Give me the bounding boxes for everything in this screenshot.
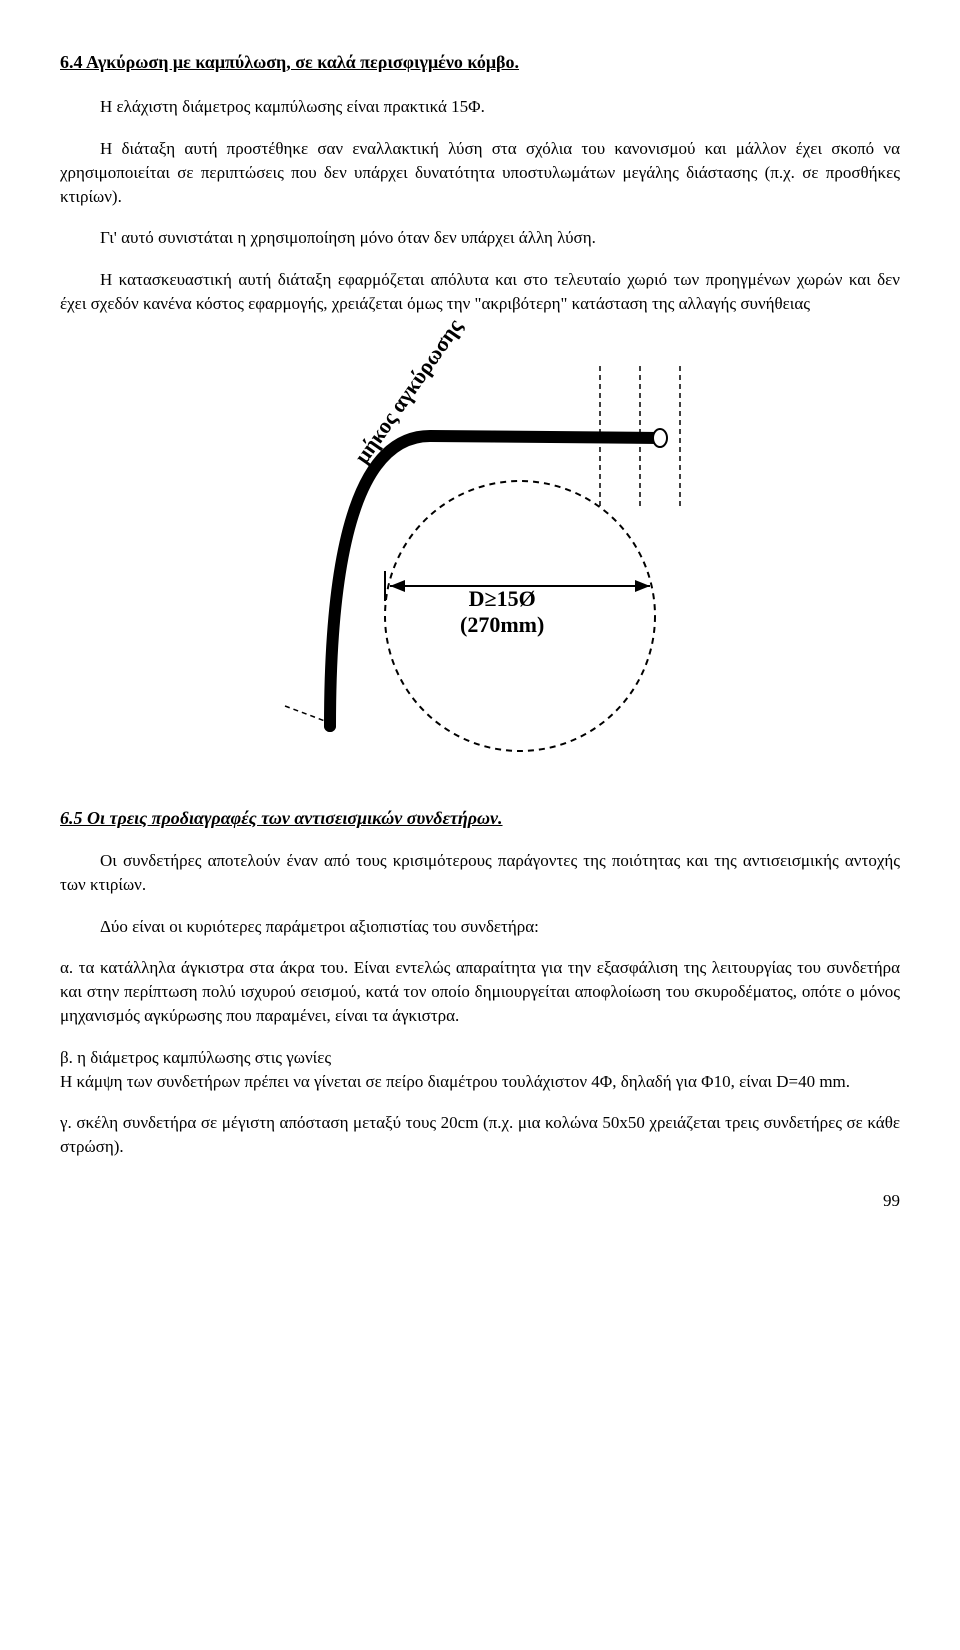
- section-6-5-heading: 6.5 Οι τρεις προδιαγραφές των αντισεισμι…: [60, 806, 900, 831]
- s6-4-p4: Η κατασκευαστική αυτή διάταξη εφαρμόζετα…: [60, 268, 900, 316]
- section-6-4-heading: 6.4 Αγκύρωση με καμπύλωση, σε καλά περισ…: [60, 50, 900, 75]
- s6-5-a-label: α. τα κατάλληλα άγκιστρα στα άκρα του.: [60, 958, 354, 977]
- s6-5-p2: Δύο είναι οι κυριότερες παράμετροι αξιοπ…: [60, 915, 900, 939]
- s6-4-p1: Η ελάχιστη διάμετρος καμπύλωσης είναι πρ…: [60, 95, 900, 119]
- s6-5-b-text: Η κάμψη των συνδετήρων πρέπει να γίνεται…: [60, 1072, 850, 1091]
- s6-5-c-label: γ. σκέλη συνδετήρα σε μέγιστη απόσταση μ…: [60, 1113, 483, 1132]
- s6-4-p2: Η διάταξη αυτή προστέθηκε σαν εναλλακτικ…: [60, 137, 900, 208]
- s6-5-item-a: α. τα κατάλληλα άγκιστρα στα άκρα του. Ε…: [60, 956, 900, 1027]
- s6-5-item-c: γ. σκέλη συνδετήρα σε μέγιστη απόσταση μ…: [60, 1111, 900, 1159]
- diagram-label-d-line1: D≥15Ø: [469, 586, 536, 611]
- diagram-label-d-line2: (270mm): [460, 612, 544, 637]
- anchorage-diagram: μήκος αγκύρωσης D≥15Ø (270mm): [230, 346, 730, 766]
- s6-5-p1: Οι συνδετήρες αποτελούν έναν από τους κρ…: [60, 849, 900, 897]
- s6-4-p3: Γι' αυτό συνιστάται η χρησιμοποίηση μόνο…: [60, 226, 900, 250]
- diagram-svg: [230, 346, 730, 766]
- s6-5-item-b: β. η διάμετρος καμπύλωσης στις γωνίες Η …: [60, 1046, 900, 1094]
- diagram-label-d: D≥15Ø (270mm): [460, 586, 544, 639]
- s6-5-b-label: β. η διάμετρος καμπύλωσης στις γωνίες: [60, 1048, 331, 1067]
- page-number: 99: [60, 1189, 900, 1213]
